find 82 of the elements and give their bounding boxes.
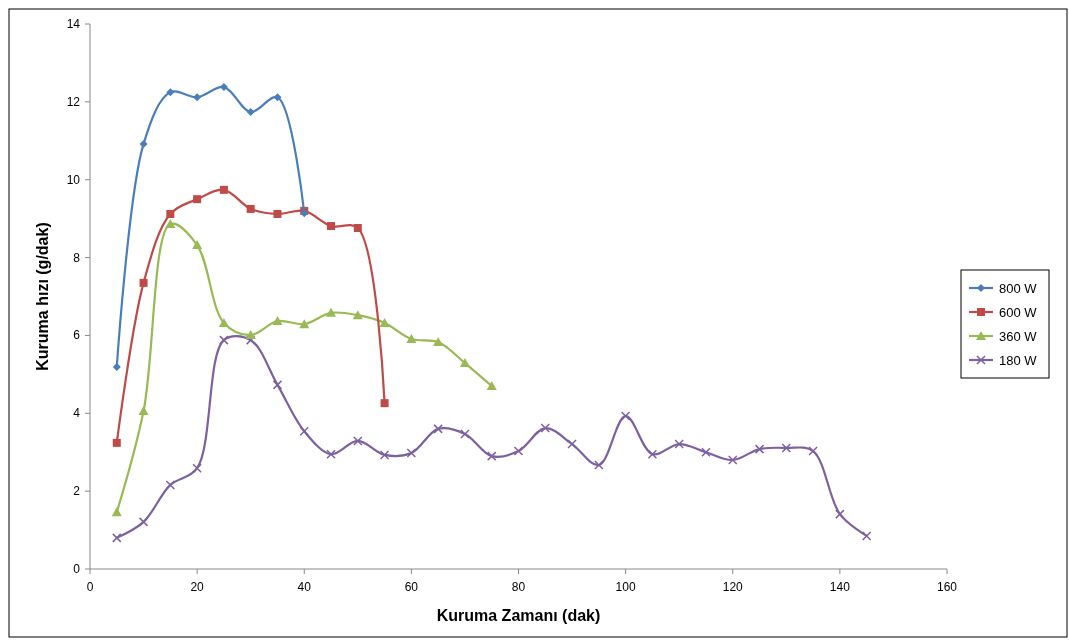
point — [540, 423, 551, 433]
point — [835, 509, 845, 519]
x-tick-label: 140 — [829, 580, 851, 594]
y-tick-label: 10 — [66, 172, 81, 187]
point — [138, 405, 149, 415]
x-tick-label: 80 — [511, 580, 526, 594]
x-tick-label: 120 — [722, 580, 744, 594]
legend-label: 360 W — [999, 329, 1038, 344]
y-tick-label: 14 — [66, 17, 81, 31]
legend-label: 800 W — [999, 281, 1038, 296]
point — [433, 424, 443, 434]
point — [192, 240, 203, 250]
point — [406, 448, 417, 458]
point — [379, 317, 390, 327]
point — [273, 93, 282, 102]
point — [272, 316, 283, 326]
point — [272, 380, 283, 390]
point — [193, 93, 202, 102]
point — [139, 139, 148, 148]
point — [219, 185, 228, 194]
y-axis-title: Kuruma hızı (g/dak) — [34, 222, 51, 371]
point — [245, 330, 256, 340]
point — [433, 337, 444, 347]
point — [138, 517, 149, 527]
point — [674, 439, 684, 449]
legend-label: 180 W — [999, 353, 1038, 368]
y-tick-label: 6 — [73, 328, 81, 343]
point — [460, 429, 470, 439]
point — [219, 335, 229, 345]
point — [781, 443, 792, 453]
y-tick-label: 12 — [66, 94, 81, 109]
point — [246, 107, 255, 116]
point — [754, 444, 765, 454]
point — [111, 507, 122, 517]
point — [486, 451, 497, 461]
point — [112, 438, 121, 447]
y-tick-label: 0 — [73, 562, 81, 576]
x-tick-label: 160 — [936, 580, 958, 594]
point — [379, 450, 390, 460]
x-tick-label: 20 — [190, 580, 205, 594]
point — [166, 88, 175, 97]
x-tick-label: 100 — [615, 580, 636, 594]
y-tick-label: 4 — [73, 406, 81, 421]
point — [513, 446, 524, 456]
point — [245, 335, 256, 345]
point — [326, 449, 336, 459]
legend-label: 600 W — [999, 305, 1038, 320]
point — [273, 209, 282, 218]
point — [326, 307, 337, 317]
point — [380, 399, 389, 408]
point — [165, 480, 176, 490]
point — [567, 439, 577, 449]
y-tick-label: 8 — [73, 250, 81, 265]
point — [353, 436, 363, 446]
point — [406, 333, 417, 343]
point — [728, 455, 738, 465]
point — [861, 531, 872, 541]
y-tick-label: 2 — [73, 484, 81, 499]
point — [112, 533, 122, 543]
point — [192, 463, 202, 473]
point — [299, 426, 309, 436]
x-axis-title: Kuruma Zamanı (dak) — [436, 607, 601, 624]
point — [193, 195, 202, 204]
point — [165, 219, 176, 229]
point — [808, 446, 818, 456]
point — [647, 449, 658, 459]
point — [353, 223, 362, 232]
point — [299, 319, 310, 329]
point — [139, 278, 148, 287]
point — [620, 411, 631, 421]
point — [166, 209, 175, 218]
point — [459, 358, 470, 368]
point — [701, 447, 711, 457]
point — [218, 317, 229, 327]
point — [486, 381, 497, 391]
point — [246, 204, 255, 213]
point — [352, 310, 363, 320]
x-tick-label: 40 — [297, 580, 312, 594]
x-tick-label: 60 — [404, 580, 419, 594]
point — [594, 460, 604, 470]
point — [327, 222, 336, 231]
x-tick-label: 0 — [86, 580, 94, 594]
